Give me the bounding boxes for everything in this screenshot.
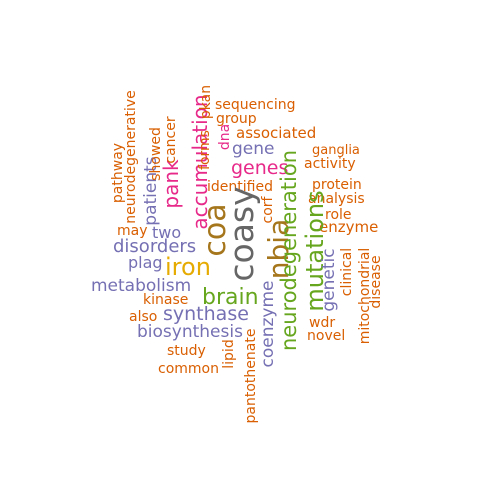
word-pantothenate: pantothenate xyxy=(243,328,259,424)
word-cancer: cancer xyxy=(163,116,179,164)
word-lipid: lipid xyxy=(221,339,237,369)
word-neurodegeneration: neurodegeneration xyxy=(277,149,301,351)
word-forms: forms xyxy=(197,130,213,170)
word-iron: iron xyxy=(165,253,211,281)
word-brain: brain xyxy=(202,285,259,310)
word-genetic: genetic xyxy=(319,248,339,312)
word-may: may xyxy=(117,223,148,239)
word-common: common xyxy=(158,361,219,377)
word-role: role xyxy=(325,207,352,223)
word-analysis: analysis xyxy=(308,191,365,207)
word-protein: protein xyxy=(312,177,362,193)
word-kinase: kinase xyxy=(143,292,189,308)
word-also: also xyxy=(129,309,158,325)
word-neurodegenerative: neurodegenerative xyxy=(123,90,139,224)
word-metabolism: metabolism xyxy=(91,276,192,296)
word-pkan: pkan xyxy=(198,84,214,120)
word-synthase: synthase xyxy=(163,303,249,325)
word-disorders: disorders xyxy=(113,236,197,257)
word-identified: identified xyxy=(207,179,273,195)
word-disease: disease xyxy=(368,255,384,309)
word-clinical: clinical xyxy=(339,247,355,297)
word-coenzyme: coenzyme xyxy=(258,280,278,368)
word-ganglia: ganglia xyxy=(312,143,360,158)
word-activity: activity xyxy=(304,156,356,172)
word-enzyme: enzyme xyxy=(319,218,379,236)
word-two: two xyxy=(152,223,182,242)
word-sequencing: sequencing xyxy=(215,97,296,113)
word-biosynthesis: biosynthesis xyxy=(137,322,243,342)
word-coasy: coasy xyxy=(222,186,261,282)
word-study: study xyxy=(167,343,206,359)
word-associated: associated xyxy=(236,124,317,142)
word-dna: dna xyxy=(217,123,233,151)
word-genes: genes xyxy=(231,157,289,179)
word-wdr: wdr xyxy=(309,315,336,331)
word-group: group xyxy=(216,111,257,127)
word-novel: novel xyxy=(307,328,346,344)
word-plag: plag xyxy=(128,253,163,272)
word-gene: gene xyxy=(232,139,275,159)
